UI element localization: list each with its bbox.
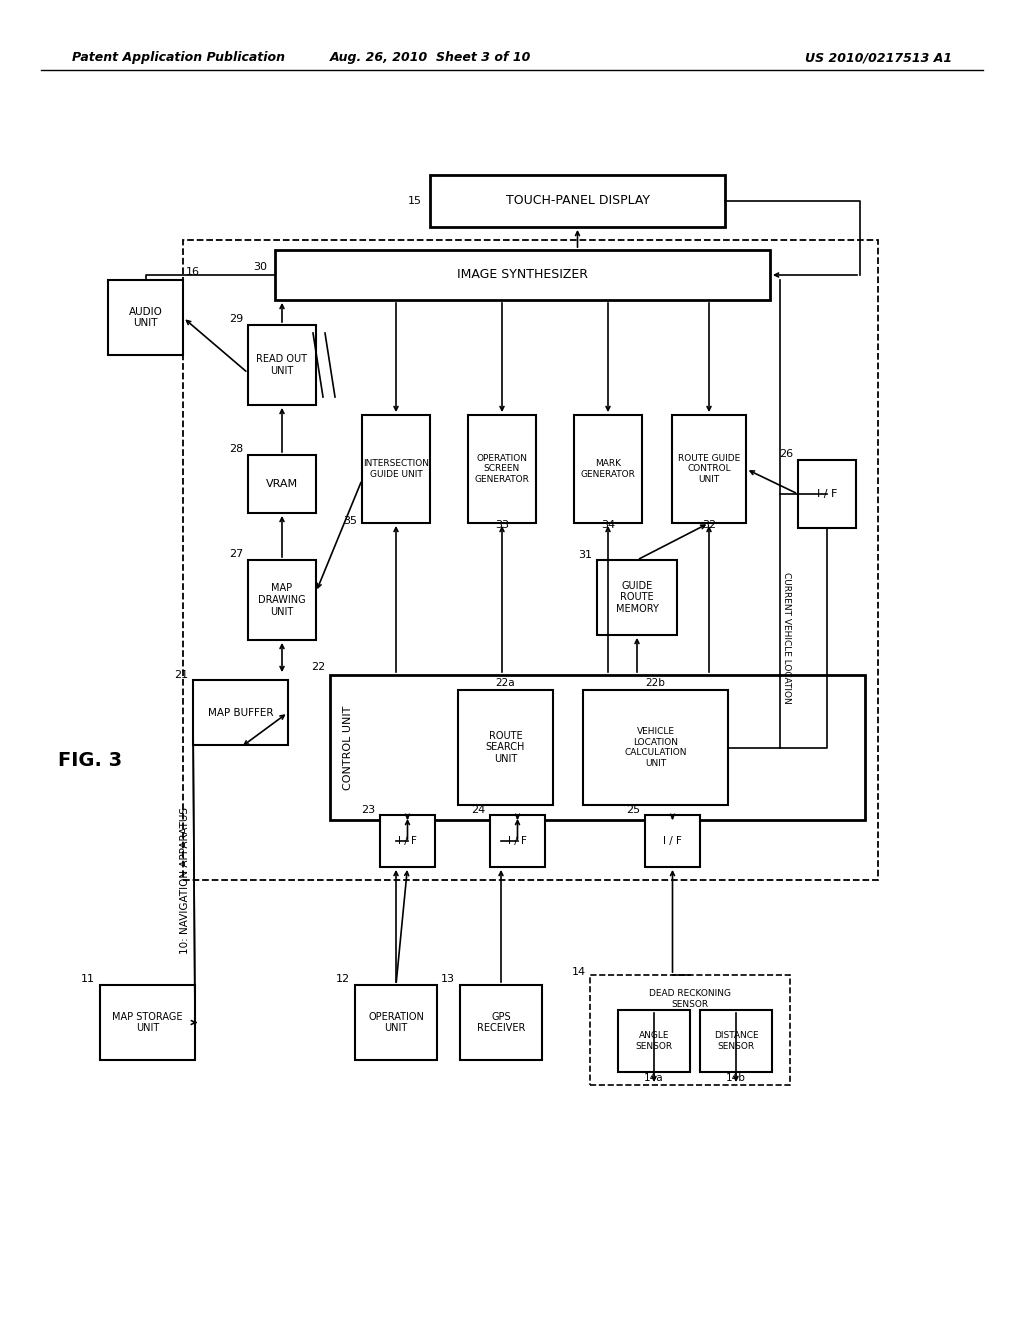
Bar [248, 325, 316, 405]
Text: 34: 34 [601, 520, 615, 531]
Text: 14a: 14a [644, 1073, 664, 1082]
Text: 12: 12 [336, 974, 350, 983]
Text: 29: 29 [228, 314, 243, 323]
Text: INTERSECTION
GUIDE UNIT: INTERSECTION GUIDE UNIT [362, 459, 429, 479]
Text: ROUTE GUIDE
CONTROL
UNIT: ROUTE GUIDE CONTROL UNIT [678, 454, 740, 484]
Text: MAP STORAGE
UNIT: MAP STORAGE UNIT [113, 1011, 182, 1034]
Text: I / F: I / F [398, 836, 417, 846]
Text: 30: 30 [253, 261, 267, 272]
Text: ANGLE
SENSOR: ANGLE SENSOR [636, 1031, 673, 1051]
Text: 13: 13 [441, 974, 455, 983]
Bar [380, 814, 435, 867]
Text: 25: 25 [626, 805, 640, 814]
Text: MAP BUFFER: MAP BUFFER [208, 708, 273, 718]
Bar [430, 176, 725, 227]
Bar [362, 414, 430, 523]
Bar [100, 985, 195, 1060]
Text: 33: 33 [495, 520, 509, 531]
Text: Patent Application Publication: Patent Application Publication [72, 51, 285, 65]
Bar [490, 814, 545, 867]
Text: 28: 28 [228, 444, 243, 454]
Text: 16: 16 [186, 267, 200, 277]
Text: 14b: 14b [726, 1073, 745, 1082]
Text: 27: 27 [228, 549, 243, 558]
Bar [330, 675, 865, 820]
Bar [108, 280, 183, 355]
Text: MARK
GENERATOR: MARK GENERATOR [581, 459, 636, 479]
Text: 15: 15 [408, 195, 422, 206]
Text: 35: 35 [343, 516, 357, 525]
Text: 14: 14 [571, 968, 586, 977]
Text: VEHICLE
LOCATION
CALCULATION
UNIT: VEHICLE LOCATION CALCULATION UNIT [625, 727, 687, 768]
Bar [798, 459, 856, 528]
Text: MAP
DRAWING
UNIT: MAP DRAWING UNIT [258, 583, 306, 616]
Text: AUDIO
UNIT: AUDIO UNIT [129, 306, 163, 329]
Text: TOUCH-PANEL DISPLAY: TOUCH-PANEL DISPLAY [506, 194, 649, 207]
Text: CONTROL UNIT: CONTROL UNIT [343, 705, 353, 789]
Bar [183, 240, 878, 880]
Text: 21: 21 [174, 671, 188, 680]
Text: DISTANCE
SENSOR: DISTANCE SENSOR [714, 1031, 759, 1051]
Text: 32: 32 [701, 520, 716, 531]
Bar [468, 414, 536, 523]
Text: 10: NAVIGATION APPARATUS: 10: NAVIGATION APPARATUS [180, 807, 190, 953]
Text: OPERATION
SCREEN
GENERATOR: OPERATION SCREEN GENERATOR [474, 454, 529, 484]
Bar [248, 560, 316, 640]
Bar [618, 1010, 690, 1072]
Text: 22: 22 [310, 663, 325, 672]
Bar [458, 690, 553, 805]
Text: 11: 11 [81, 974, 95, 983]
Text: US 2010/0217513 A1: US 2010/0217513 A1 [805, 51, 952, 65]
Text: GUIDE
ROUTE
MEMORY: GUIDE ROUTE MEMORY [615, 581, 658, 614]
Bar [248, 455, 316, 513]
Text: 22a: 22a [496, 678, 515, 688]
Text: READ OUT
UNIT: READ OUT UNIT [256, 354, 307, 376]
Text: CURRENT VEHICLE LOCATION: CURRENT VEHICLE LOCATION [781, 572, 791, 704]
Bar [645, 814, 700, 867]
Bar [355, 985, 437, 1060]
Bar [590, 975, 790, 1085]
Bar [700, 1010, 772, 1072]
Text: FIG. 3: FIG. 3 [58, 751, 122, 770]
Text: 26: 26 [779, 449, 793, 459]
Bar [574, 414, 642, 523]
Text: 23: 23 [360, 805, 375, 814]
Bar [672, 414, 746, 523]
Text: VRAM: VRAM [266, 479, 298, 488]
Text: Aug. 26, 2010  Sheet 3 of 10: Aug. 26, 2010 Sheet 3 of 10 [330, 51, 530, 65]
Bar [583, 690, 728, 805]
Bar [275, 249, 770, 300]
Text: 31: 31 [578, 550, 592, 560]
Bar [193, 680, 288, 744]
Text: GPS
RECEIVER: GPS RECEIVER [477, 1011, 525, 1034]
Text: 22b: 22b [645, 678, 666, 688]
Text: 24: 24 [471, 805, 485, 814]
Text: ROUTE
SEARCH
UNIT: ROUTE SEARCH UNIT [485, 731, 525, 764]
Text: IMAGE SYNTHESIZER: IMAGE SYNTHESIZER [457, 268, 588, 281]
Text: I / F: I / F [664, 836, 682, 846]
Text: I / F: I / F [508, 836, 527, 846]
Text: OPERATION
UNIT: OPERATION UNIT [368, 1011, 424, 1034]
Bar [460, 985, 542, 1060]
Bar [597, 560, 677, 635]
Text: I / F: I / F [817, 488, 838, 499]
Text: DEAD RECKONING
SENSOR: DEAD RECKONING SENSOR [649, 989, 731, 1008]
